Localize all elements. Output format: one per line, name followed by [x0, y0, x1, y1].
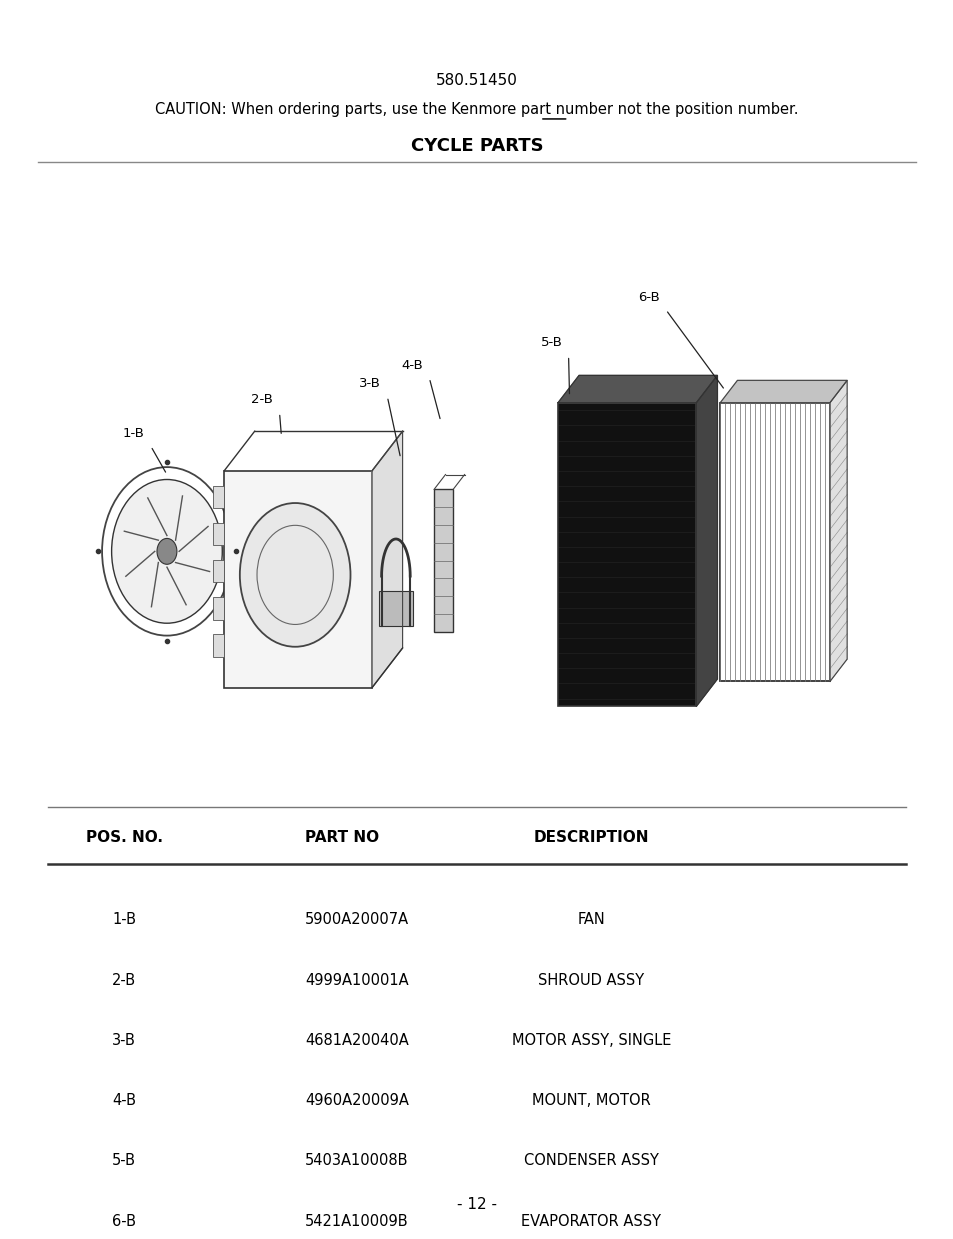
Circle shape	[112, 479, 222, 623]
Circle shape	[239, 503, 350, 647]
Text: 2-B: 2-B	[112, 973, 136, 987]
Text: 2-B: 2-B	[252, 394, 273, 406]
Bar	[720, 403, 829, 681]
Polygon shape	[558, 375, 717, 403]
Text: EVAPORATOR ASSY: EVAPORATOR ASSY	[521, 1214, 660, 1229]
Text: POS. NO.: POS. NO.	[86, 830, 162, 845]
Text: 5900A20007A: 5900A20007A	[305, 912, 409, 927]
Text: 1-B: 1-B	[123, 427, 144, 440]
Text: 5403A10008B: 5403A10008B	[305, 1154, 408, 1168]
Bar	[213, 634, 224, 657]
Text: CAUTION: When ordering parts, use the Kenmore part number not the position numbe: CAUTION: When ordering parts, use the Ke…	[155, 102, 798, 116]
Bar	[434, 489, 453, 632]
Text: MOUNT, MOTOR: MOUNT, MOTOR	[532, 1093, 650, 1108]
Text: 6-B: 6-B	[112, 1214, 136, 1229]
Polygon shape	[372, 431, 402, 688]
Text: MOTOR ASSY, SINGLE: MOTOR ASSY, SINGLE	[511, 1033, 671, 1048]
Text: 580.51450: 580.51450	[436, 73, 517, 88]
Text: CONDENSER ASSY: CONDENSER ASSY	[523, 1154, 659, 1168]
Text: 5421A10009B: 5421A10009B	[305, 1214, 409, 1229]
Text: 3-B: 3-B	[359, 378, 380, 390]
Text: 1-B: 1-B	[112, 912, 136, 927]
Bar	[213, 597, 224, 620]
Bar	[213, 523, 224, 545]
Polygon shape	[696, 375, 717, 706]
Text: 5-B: 5-B	[112, 1154, 136, 1168]
Text: CYCLE PARTS: CYCLE PARTS	[410, 138, 543, 155]
Text: SHROUD ASSY: SHROUD ASSY	[537, 973, 644, 987]
Text: 6-B: 6-B	[638, 291, 659, 304]
Text: 4999A10001A: 4999A10001A	[305, 973, 409, 987]
Text: 4681A20040A: 4681A20040A	[305, 1033, 409, 1048]
Text: - 12 -: - 12 -	[456, 1197, 497, 1212]
Text: 4960A20009A: 4960A20009A	[305, 1093, 409, 1108]
Polygon shape	[829, 380, 846, 681]
Bar	[558, 403, 696, 706]
Text: PART NO: PART NO	[305, 830, 379, 845]
Text: FAN: FAN	[577, 912, 605, 927]
Text: 5-B: 5-B	[540, 337, 561, 349]
Text: 4-B: 4-B	[401, 359, 422, 372]
Bar	[224, 471, 372, 688]
Text: DESCRIPTION: DESCRIPTION	[533, 830, 649, 845]
Polygon shape	[720, 380, 846, 403]
Bar	[213, 486, 224, 508]
Bar	[213, 560, 224, 582]
Bar	[378, 591, 413, 626]
Text: 3-B: 3-B	[112, 1033, 136, 1048]
Text: 4-B: 4-B	[112, 1093, 136, 1108]
Circle shape	[157, 539, 176, 564]
